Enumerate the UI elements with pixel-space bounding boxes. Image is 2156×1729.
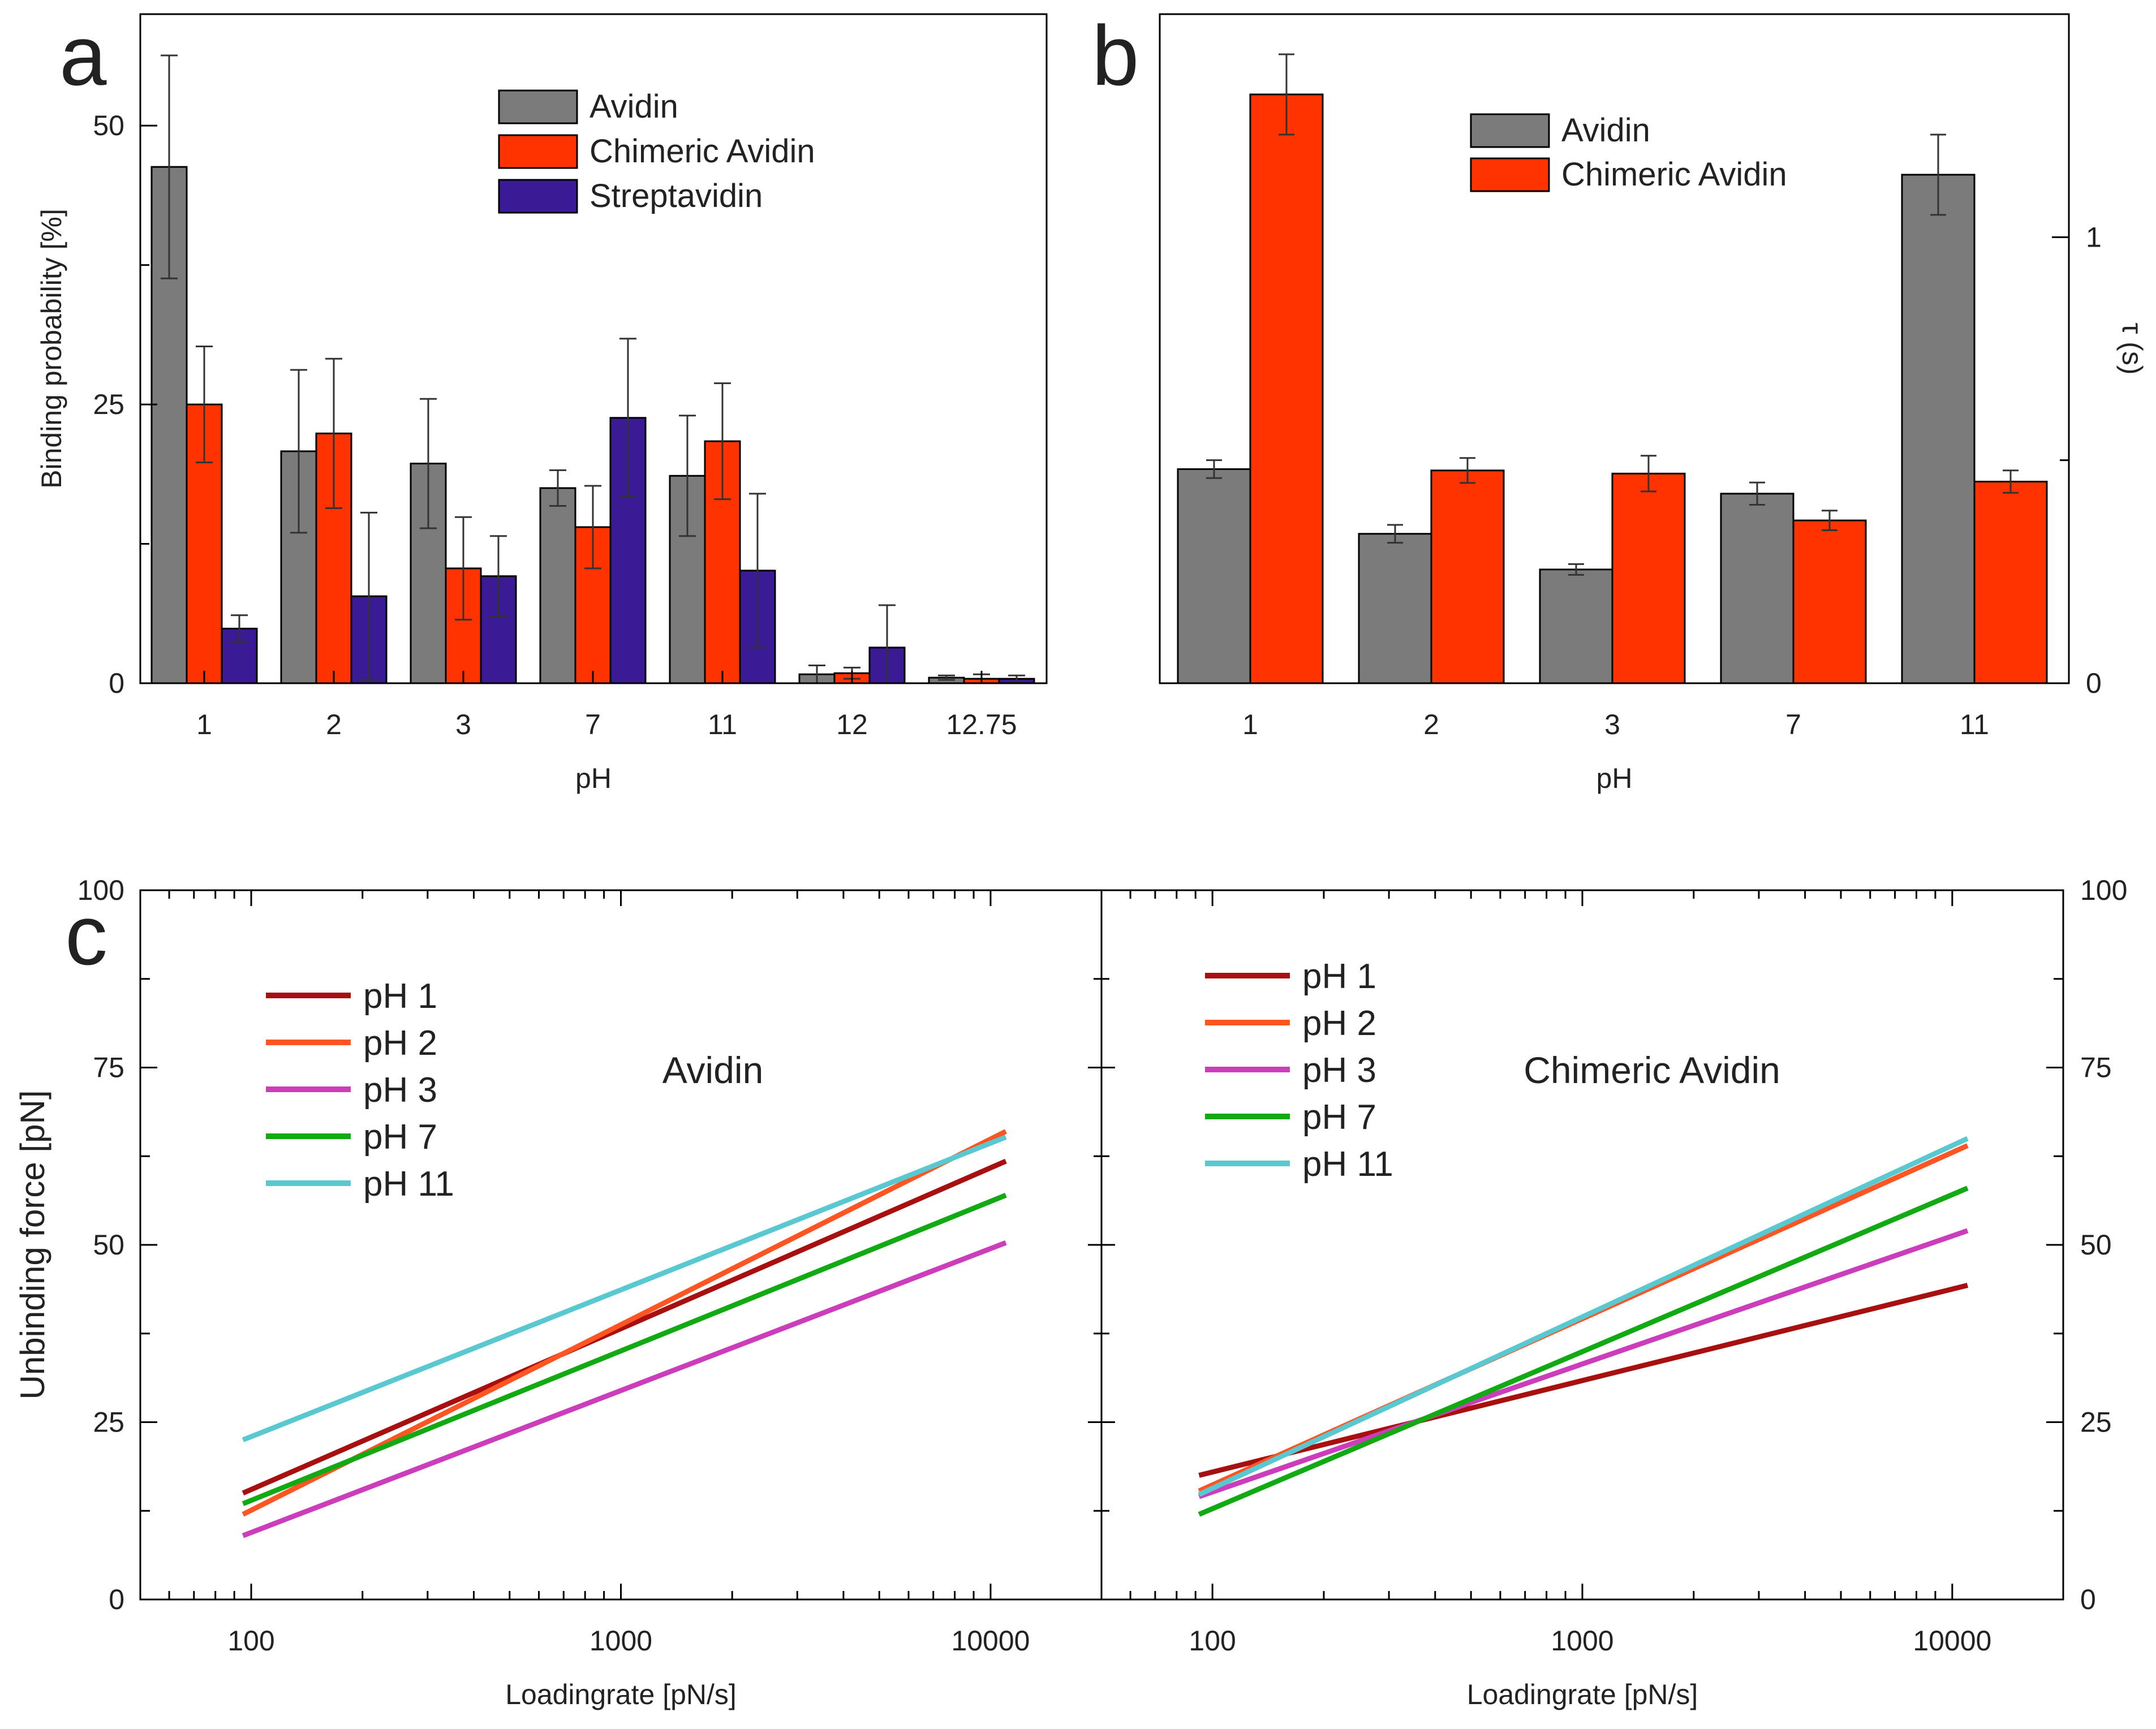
bar-b-avidin-ph7 <box>1720 493 1794 684</box>
legend-swatch <box>1470 157 1550 192</box>
series-line-chimeric-ph7 <box>1198 1185 1969 1517</box>
x-tick-label: 1 <box>1242 709 1258 740</box>
bar-a-avidin-ph7 <box>539 487 576 684</box>
y-tick-label: 50 <box>93 1229 124 1261</box>
legend-label: pH 1 <box>1302 957 1376 996</box>
y-tick-label: 25 <box>93 389 124 420</box>
y-tick-label: 50 <box>93 110 124 141</box>
bar-b-avidin-ph1 <box>1177 468 1251 684</box>
legend-label: pH 3 <box>363 1071 437 1110</box>
y-axis-title: τ (s) <box>2116 323 2148 375</box>
series-line-avidin-ph1 <box>242 1158 1007 1496</box>
series-line-avidin-ph11 <box>242 1135 1007 1443</box>
x-tick-label: 7 <box>1785 709 1801 740</box>
bar-b-chimeric-avidin-ph2 <box>1430 469 1505 684</box>
y-tick-label: 75 <box>93 1052 124 1084</box>
x-tick-label: 10000 <box>1913 1625 1991 1657</box>
y-tick-label: 0 <box>109 667 124 699</box>
legend-swatch <box>498 179 578 214</box>
inset-title: Chimeric Avidin <box>1524 1049 1780 1091</box>
series-line-chimeric-ph1 <box>1198 1283 1968 1478</box>
x-tick-label: 1000 <box>589 1625 652 1657</box>
legend-label: Avidin <box>1561 112 1650 149</box>
y-tick-label: 1 <box>2086 221 2102 253</box>
bar-b-chimeric-avidin-ph11 <box>1973 481 2048 684</box>
y-tick-label: 0 <box>2086 667 2102 699</box>
x-tick-label: 12.75 <box>946 709 1017 740</box>
y-tick-label: 100 <box>78 874 124 906</box>
y-tick-label: 25 <box>93 1407 124 1438</box>
x-tick-label: 3 <box>1604 709 1620 740</box>
x-tick-label: 2 <box>326 709 342 740</box>
panel-letter: a <box>59 8 107 103</box>
legend-label: pH 7 <box>363 1118 437 1157</box>
legend-swatch <box>1470 113 1550 148</box>
y-axis-title: Binding probability [%] <box>36 209 67 489</box>
inset-title: Avidin <box>662 1049 764 1091</box>
legend-label: pH 3 <box>1302 1051 1376 1090</box>
legend-swatch <box>498 89 578 124</box>
x-tick-label: 11 <box>1960 709 1989 740</box>
legend-label: pH 2 <box>363 1024 437 1063</box>
legend-label: Chimeric Avidin <box>1561 156 1787 193</box>
series-line-avidin-ph7 <box>242 1193 1007 1506</box>
legend-label: Chimeric Avidin <box>589 133 815 170</box>
legend-label: pH 11 <box>1302 1145 1393 1184</box>
y-tick-label-right: 0 <box>2080 1584 2096 1615</box>
legend-label: Streptavidin <box>589 178 763 214</box>
panel-letter: b <box>1092 8 1139 103</box>
legend-label: pH 2 <box>1302 1004 1376 1043</box>
bar-b-chimeric-avidin-ph3 <box>1611 472 1686 684</box>
x-tick-label: 10000 <box>951 1625 1030 1657</box>
x-tick-label: 1 <box>196 709 212 740</box>
y-tick-label: 0 <box>109 1584 124 1615</box>
legend-label: pH 1 <box>363 977 437 1016</box>
x-tick-label: 100 <box>227 1625 274 1657</box>
bar-b-chimeric-avidin-ph1 <box>1249 93 1324 684</box>
x-tick-label: 100 <box>1189 1625 1236 1657</box>
plot-frame-a <box>139 13 1048 684</box>
legend-label: pH 7 <box>1302 1098 1376 1137</box>
x-tick-label: 12 <box>836 709 868 740</box>
panel-b: 1 2 3 7 11 0 1 pH τ (s) b Avidin Chimeric Avidin <box>1092 8 2148 794</box>
series-line-chimeric-ph11 <box>1198 1136 1969 1497</box>
bar-b-avidin-ph3 <box>1539 568 1613 684</box>
x-tick-label: 2 <box>1423 709 1439 740</box>
x-axis-title: pH <box>575 762 612 794</box>
series-line-avidin-ph3 <box>242 1240 1007 1538</box>
y-tick-label-right: 75 <box>2080 1052 2112 1084</box>
bar-b-chimeric-avidin-ph7 <box>1792 519 1867 684</box>
y-tick-label-right: 50 <box>2080 1229 2112 1261</box>
x-axis-title: pH <box>1596 762 1633 794</box>
legend-swatch <box>498 134 578 169</box>
series-line-chimeric-ph3 <box>1198 1228 1969 1499</box>
y-tick-label-right: 25 <box>2080 1407 2112 1438</box>
x-axis-title: Loadingrate [pN/s] <box>505 1679 737 1710</box>
x-tick-label: 3 <box>455 709 471 740</box>
y-tick-label-right: 100 <box>2080 874 2127 906</box>
x-tick-label: 7 <box>585 709 601 740</box>
plot-frame-b <box>1159 13 2070 684</box>
legend-label: pH 11 <box>363 1165 454 1204</box>
y-axis-title: Unbinding force [pN] <box>14 1090 51 1400</box>
x-tick-label: 1000 <box>1551 1625 1613 1657</box>
x-axis-title: Loadingrate [pN/s] <box>1467 1679 1698 1710</box>
panel-letter: c <box>65 887 107 982</box>
x-tick-label: 11 <box>708 709 737 740</box>
legend-label: Avidin <box>589 88 678 125</box>
bar-b-avidin-ph11 <box>1901 174 1976 684</box>
bar-b-avidin-ph2 <box>1358 533 1432 684</box>
